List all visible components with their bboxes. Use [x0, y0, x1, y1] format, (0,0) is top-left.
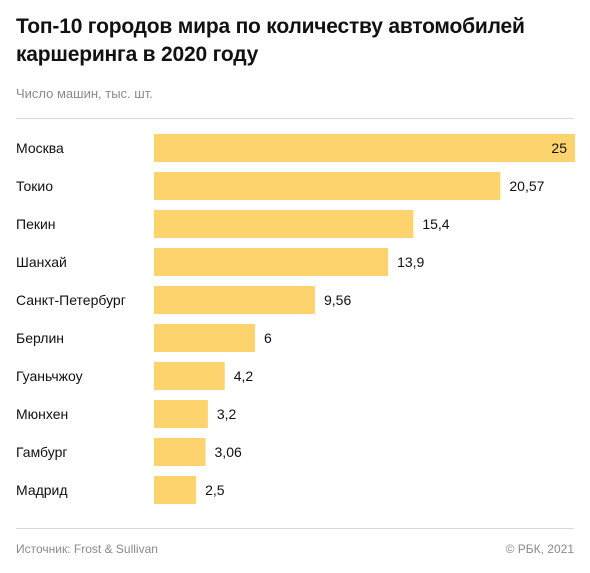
category-label: Токио [16, 178, 53, 194]
category-label: Гамбург [16, 444, 68, 460]
category-label: Гуаньчжоу [16, 368, 83, 384]
source-note: Источник: Frost & Sullivan [16, 542, 158, 556]
bar [154, 210, 414, 238]
category-label: Шанхай [16, 254, 67, 270]
value-label: 15,4 [422, 216, 449, 232]
category-label: Пекин [16, 216, 56, 232]
value-label: 6 [264, 330, 272, 346]
category-label: Москва [16, 140, 64, 156]
bar [154, 134, 575, 162]
bar [154, 324, 256, 352]
bottom-divider [16, 528, 574, 529]
bar [154, 400, 208, 428]
bar [154, 438, 206, 466]
bar [154, 286, 315, 314]
chart-title: Топ-10 городов мира по количеству автомо… [16, 15, 525, 66]
value-label: 3,2 [217, 406, 237, 422]
value-label: 9,56 [324, 292, 351, 308]
bar [154, 172, 501, 200]
bar [154, 476, 197, 504]
value-label: 3,06 [215, 444, 242, 460]
category-label: Мадрид [16, 482, 68, 498]
bar [154, 248, 389, 276]
bar [154, 362, 225, 390]
category-label: Санкт-Петербург [16, 292, 126, 308]
value-label: 2,5 [205, 482, 225, 498]
copyright-note: © РБК, 2021 [505, 542, 574, 556]
chart-subtitle: Число машин, тыс. шт. [16, 86, 153, 101]
value-label: 4,2 [234, 368, 254, 384]
value-label: 25 [551, 140, 567, 156]
category-label: Мюнхен [16, 406, 68, 422]
value-label: 20,57 [509, 178, 544, 194]
category-label: Берлин [16, 330, 64, 346]
top-divider [16, 118, 574, 119]
value-label: 13,9 [397, 254, 424, 270]
